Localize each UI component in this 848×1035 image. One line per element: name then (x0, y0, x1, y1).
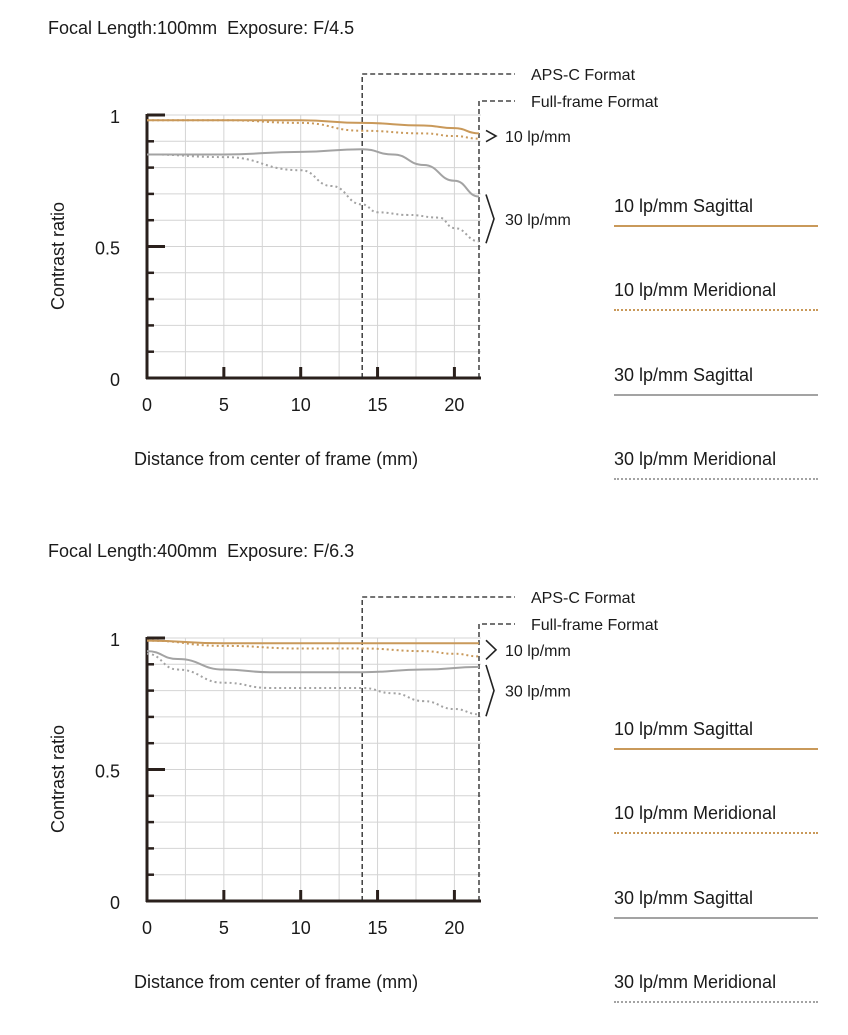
mtf-plot: 0 5 10 15 20 0 0.5 1 APS-C Format Full-frame Form… (95, 590, 659, 938)
x-tick-label: 0 (142, 395, 152, 415)
x-tick-label: 5 (219, 395, 229, 415)
fullframe-format-label: Full-frame Format (531, 94, 659, 111)
legend-swatch-gold-dotted (614, 309, 818, 311)
fullframe-format-label: Full-frame Format (531, 617, 659, 634)
y-axis-title: Contrast ratio (48, 724, 68, 833)
legend-label: 10 lp/mm Meridional (614, 280, 777, 300)
mtf-panel-400mm: Focal Length:400mm Exposure: F/6.3 0 5 10 1… (0, 523, 848, 1035)
fullframe-boundary-line (478, 100, 515, 378)
series-30lp-sagittal (147, 148, 480, 198)
x-tick-label: 10 (291, 395, 311, 415)
lp10-label: 10 lp/mm (505, 643, 571, 660)
legend-label: 30 lp/mm Meridional (614, 972, 777, 992)
lp10-label: 10 lp/mm (505, 129, 571, 146)
legend-label: 30 lp/mm Meridional (614, 449, 777, 469)
x-axis-title: Distance from center of frame (mm) (134, 449, 419, 469)
legend-swatch-gray-dotted (614, 478, 818, 480)
series-10lp-sagittal (147, 119, 480, 135)
legend-swatch-gray-solid (614, 394, 818, 396)
series-10lp-meridional (146, 639, 480, 658)
bracket-10lp (485, 129, 498, 143)
mtf-panel-100mm: Focal Length:100mm Exposure: F/4.5 0 5 10 1… (0, 0, 848, 512)
x-tick-label: 15 (368, 395, 388, 415)
legend-item-30-meridional: 30 lp/mm Meridional (614, 972, 818, 1003)
y-tick-label: 1 (110, 630, 120, 650)
legend-swatch-gold-solid (614, 748, 818, 750)
y-tick-label: 0 (110, 893, 120, 913)
legend-item-30-sagittal: 30 lp/mm Sagittal (614, 365, 818, 396)
x-tick-label: 20 (444, 918, 464, 938)
series-30lp-sagittal (146, 650, 480, 674)
bracket-30lp (485, 194, 495, 244)
bracket-10lp (485, 639, 498, 660)
y-tick-label: 0.5 (95, 239, 120, 259)
x-tick-label: 10 (291, 918, 311, 938)
series-30lp-meridional (146, 153, 480, 243)
legend-item-10-meridional: 10 lp/mm Meridional (614, 280, 818, 311)
chart-title: Focal Length:400mm Exposure: F/6.3 (48, 541, 355, 561)
series-10lp-meridional (147, 119, 480, 140)
apsc-boundary-line (361, 596, 515, 901)
mtf-plot: 0 5 10 15 20 0 0.5 1 APS-C Format Full-frame Form… (95, 67, 659, 415)
y-tick-label: 0 (110, 370, 120, 390)
x-tick-label: 5 (219, 918, 229, 938)
legend-label: 10 lp/mm Meridional (614, 803, 777, 823)
apsc-boundary-line (361, 73, 515, 378)
y-tick-label: 0.5 (95, 762, 120, 782)
y-axis-title: Contrast ratio (48, 201, 68, 310)
x-axis-title: Distance from center of frame (mm) (134, 972, 419, 992)
legend-swatch-gray-solid (614, 917, 818, 919)
bracket-30lp (485, 664, 495, 717)
legend-item-10-meridional: 10 lp/mm Meridional (614, 803, 818, 834)
legend-label: 30 lp/mm Sagittal (614, 888, 754, 908)
legend-item-30-sagittal: 30 lp/mm Sagittal (614, 888, 818, 919)
legend-label: 30 lp/mm Sagittal (614, 365, 754, 385)
legend-swatch-gold-dotted (614, 832, 818, 834)
x-tick-label: 20 (444, 395, 464, 415)
fullframe-boundary-line (478, 623, 515, 901)
lp30-label: 30 lp/mm (505, 684, 571, 701)
legend-swatch-gold-solid (614, 225, 818, 227)
legend-item-30-meridional: 30 lp/mm Meridional (614, 449, 818, 480)
x-tick-label: 15 (368, 918, 388, 938)
legend-item-10-sagittal: 10 lp/mm Sagittal (614, 196, 818, 227)
apsc-format-label: APS-C Format (531, 67, 636, 84)
apsc-format-label: APS-C Format (531, 590, 636, 607)
chart-title: Focal Length:100mm Exposure: F/4.5 (48, 18, 355, 38)
y-tick-label: 1 (110, 107, 120, 127)
lp30-label: 30 lp/mm (505, 212, 571, 229)
legend-swatch-gray-dot (614, 1001, 818, 1003)
legend-item-10-sagittal: 10 lp/mm Sagittal (614, 719, 818, 750)
legend-label: 10 lp/mm Sagittal (614, 719, 754, 739)
series-10lp-sagittal (146, 639, 479, 645)
legend-label: 10 lp/mm Sagittal (614, 196, 754, 216)
x-tick-label: 0 (142, 918, 152, 938)
